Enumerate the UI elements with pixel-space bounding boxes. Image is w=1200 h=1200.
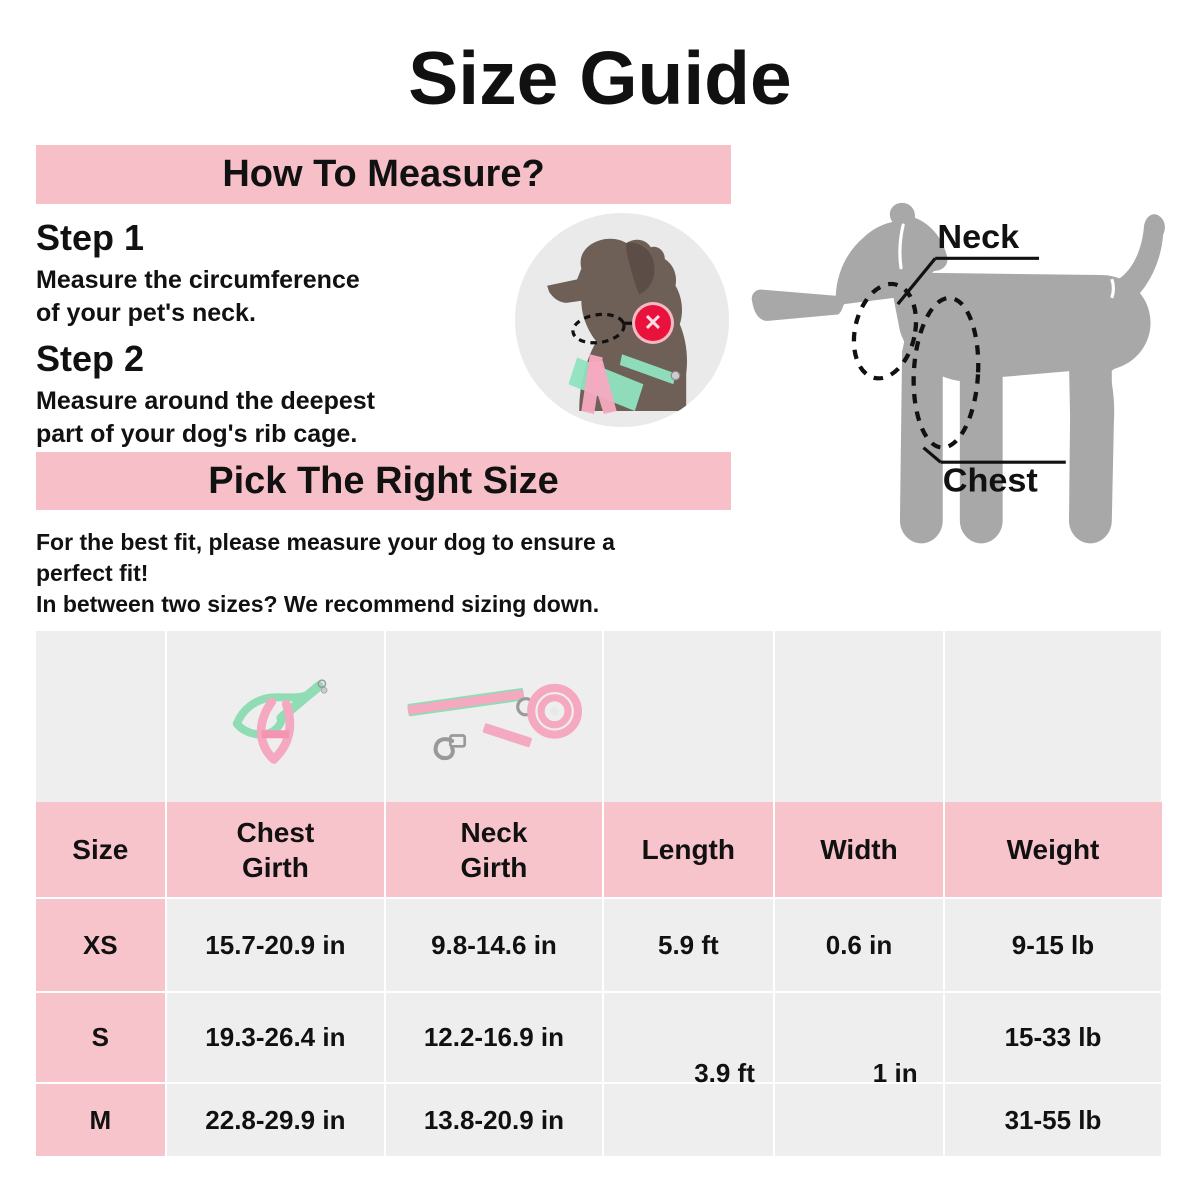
svg-text:Chest: Chest	[943, 462, 1038, 499]
svg-text:Neck: Neck	[937, 218, 1019, 255]
